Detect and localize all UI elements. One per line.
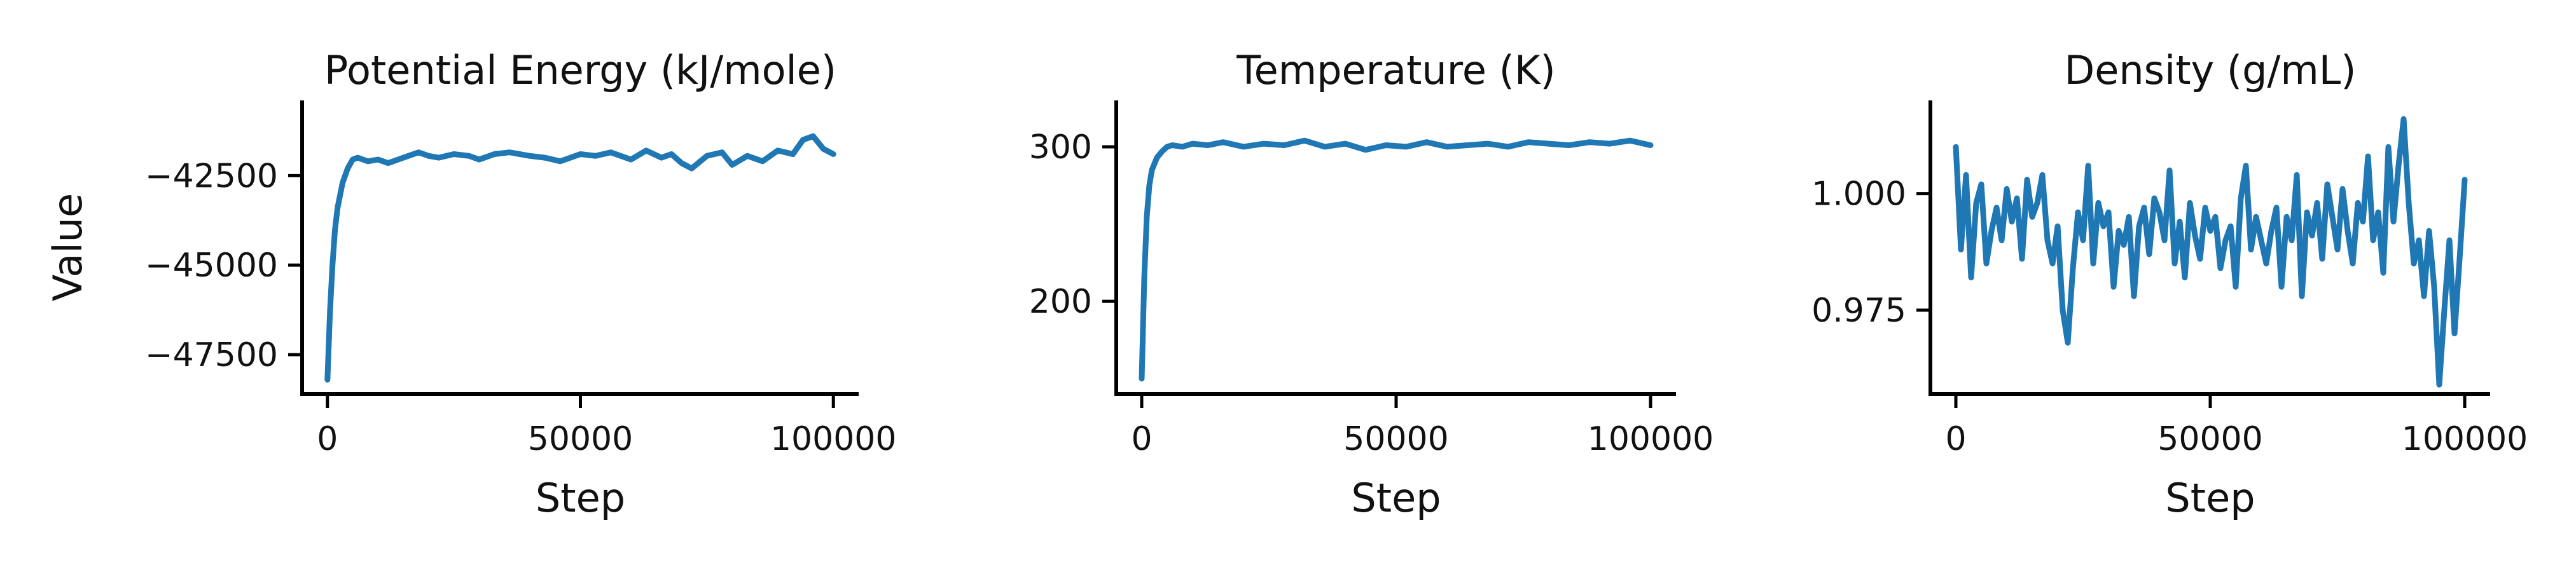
chart-3-title: Density (g/mL)	[2065, 47, 2357, 93]
chart-2-y-tick-label: 200	[1029, 283, 1092, 321]
chart-1-y-tick-label: −42500	[145, 157, 278, 195]
chart-3-y-tick-label: 0.975	[1811, 292, 1906, 330]
chart-1-potential-energy-kj-mole: 0 50000 100000 −47500 −45000 −42500 Potential …	[45, 47, 896, 521]
chart-2-x-tick-label: 0	[1131, 420, 1152, 458]
chart-1-y-tick-label: −47500	[145, 336, 278, 374]
chart-3-x-tick-label: 50000	[2157, 420, 2262, 458]
chart-1-x-axis-label: Step	[536, 475, 625, 521]
chart-1-x-tick-label: 0	[317, 420, 338, 458]
chart-2-title: Temperature (K)	[1236, 47, 1555, 93]
chart-1-x-tick-label: 100000	[770, 420, 897, 458]
chart-1-y-tick-label: −45000	[145, 247, 278, 285]
chart-2-x-axis-label: Step	[1351, 475, 1441, 521]
chart-1-y-axis-label: Value	[45, 193, 91, 301]
chart-3-x-tick-label: 100000	[2402, 420, 2528, 458]
chart-3-y-tick-label: 1.000	[1811, 175, 1906, 214]
chart-2-x-tick-label: 100000	[1588, 420, 1714, 458]
chart-1-title: Potential Energy (kJ/mole)	[324, 47, 836, 93]
chart-2-y-tick-label: 300	[1029, 128, 1092, 167]
chart-3-x-axis-label: Step	[2165, 475, 2255, 521]
chart-2-temperature-k: 0 50000 100000 200 300 Temperature (K) Step	[1029, 47, 1714, 521]
chart-2-x-tick-label: 50000	[1343, 420, 1448, 458]
chart-3-x-tick-label: 0	[1945, 420, 1966, 458]
chart-2-series-line	[1139, 137, 1654, 382]
chart-3-density-g-ml: 0 50000 100000 0.975 1.000 Density (g/mL) Step	[1811, 47, 2528, 521]
chart-1-series-line	[324, 133, 836, 383]
chart-1-x-tick-label: 50000	[528, 420, 633, 458]
chart-3-series-line	[1953, 116, 2468, 388]
